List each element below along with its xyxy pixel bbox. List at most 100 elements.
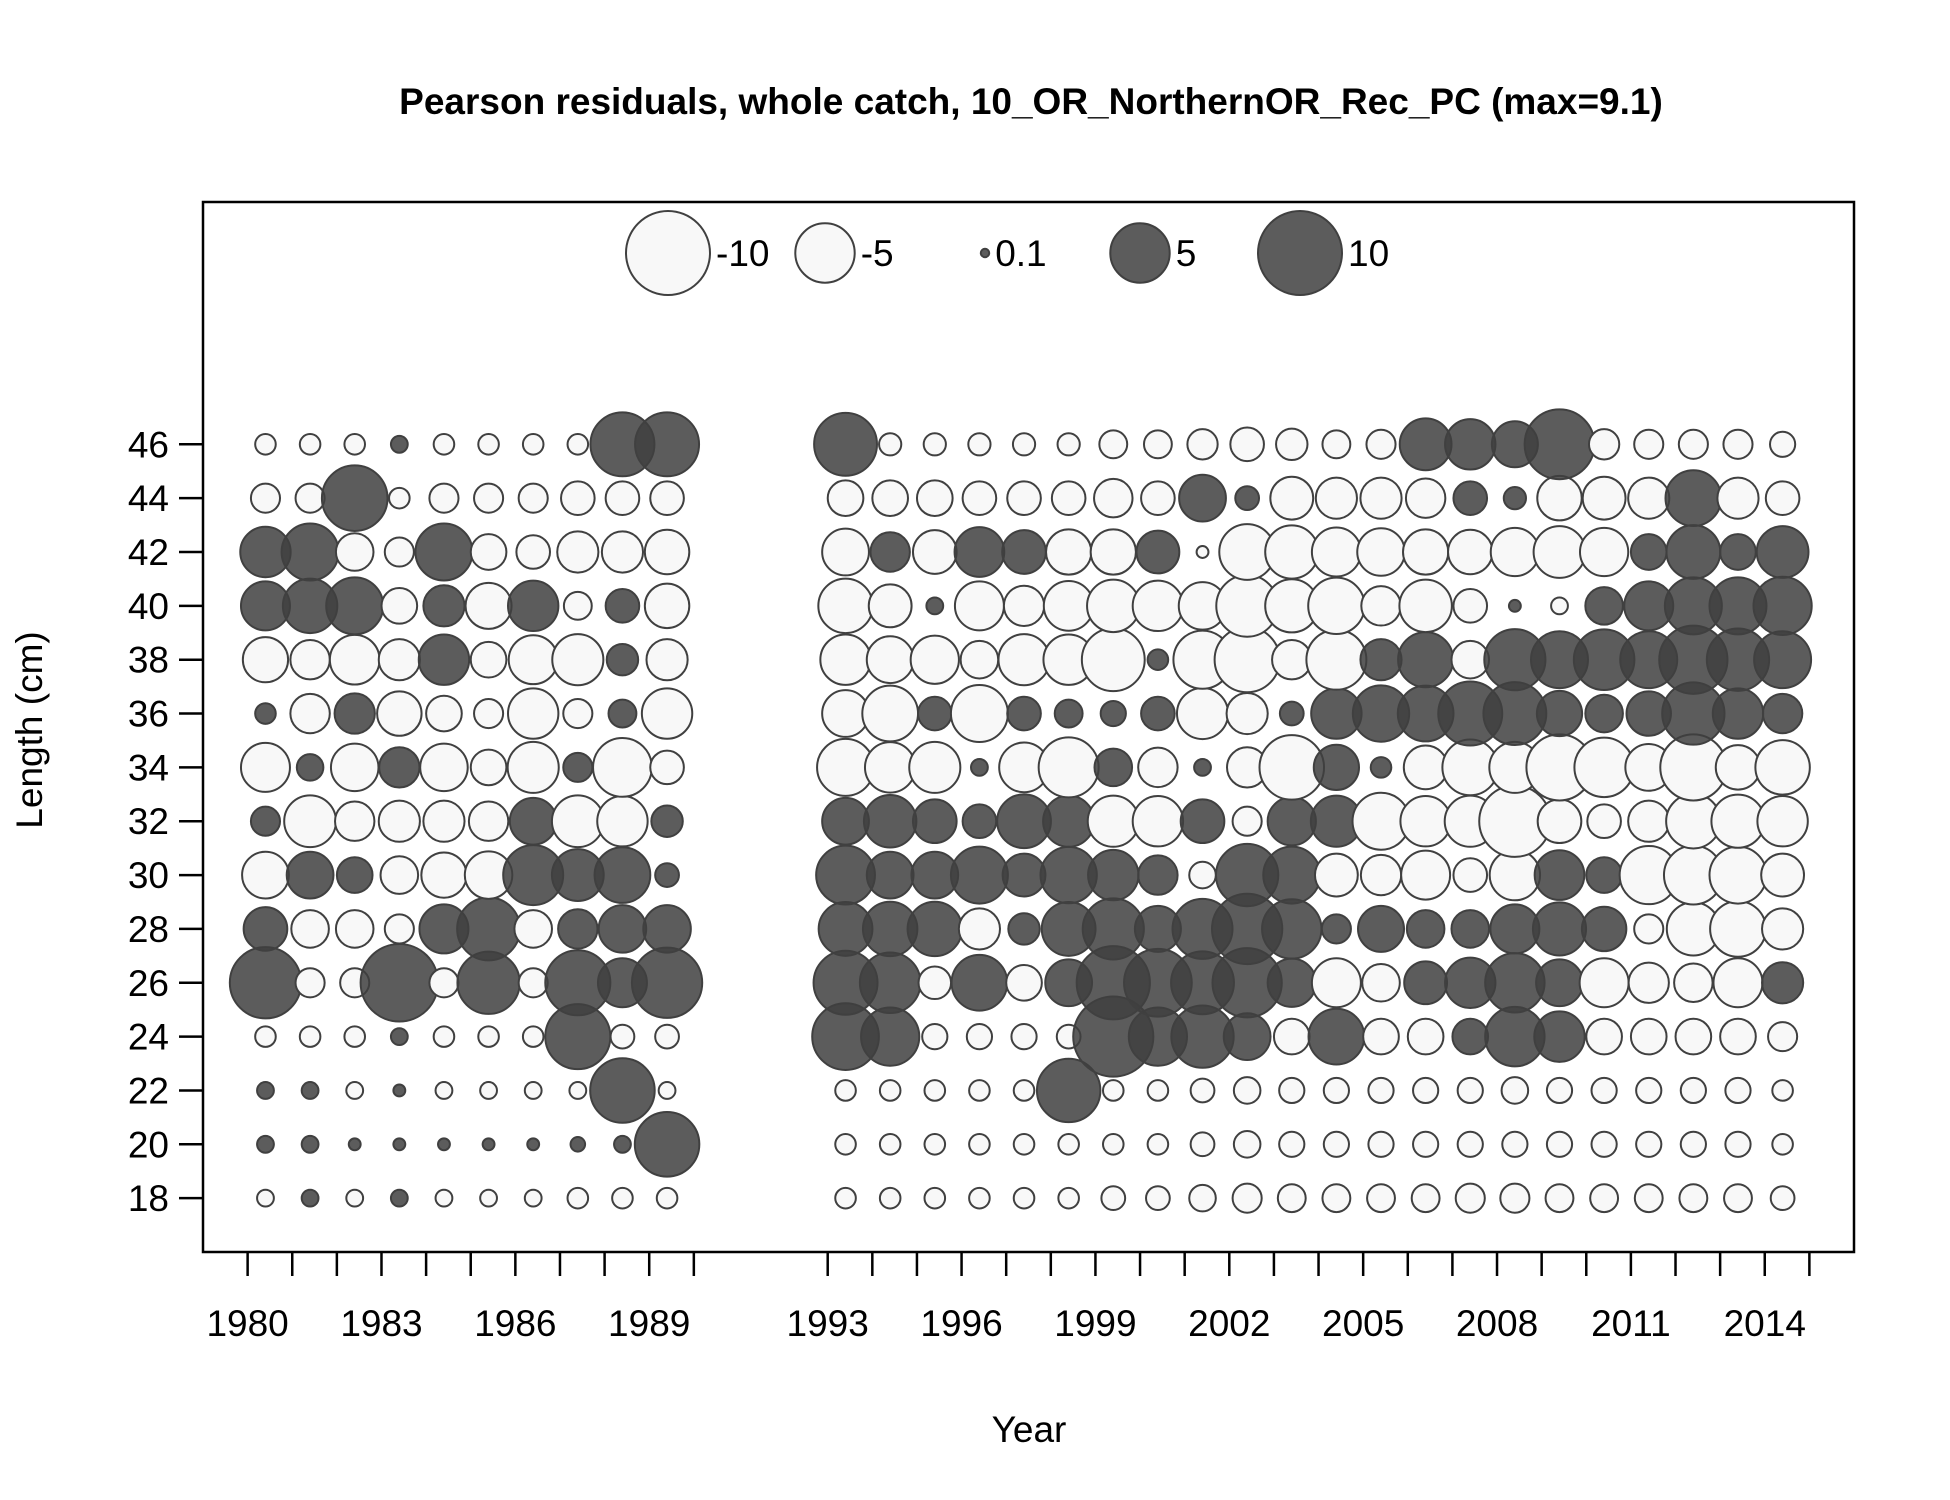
bubble-1995-46 bbox=[922, 432, 947, 457]
bubble-2013-26 bbox=[1712, 957, 1764, 1009]
bubble-1985-36 bbox=[473, 697, 505, 730]
bubble-1984-24 bbox=[432, 1025, 456, 1048]
bubble-1997-46 bbox=[1011, 432, 1037, 457]
bubble-1984-34 bbox=[419, 742, 469, 793]
bubble-1983-18 bbox=[389, 1188, 409, 1208]
bubble-2004-18 bbox=[1321, 1183, 1352, 1214]
bubble-1998-20 bbox=[1057, 1133, 1080, 1156]
bubble-2002-24 bbox=[1222, 1012, 1272, 1061]
plot-frame bbox=[201, 200, 1856, 1254]
bubble-1989-36 bbox=[640, 687, 694, 740]
bubble-2013-18 bbox=[1723, 1183, 1753, 1214]
bubble-2003-42 bbox=[1264, 524, 1320, 580]
bubble-1980-28 bbox=[242, 906, 289, 952]
bubble-1981-20 bbox=[300, 1134, 320, 1154]
bubble-2006-32 bbox=[1399, 795, 1452, 848]
bubble-1999-38 bbox=[1080, 627, 1146, 693]
bubble-2000-40 bbox=[1131, 579, 1185, 633]
bubble-2003-26 bbox=[1266, 957, 1317, 1008]
bubble-2003-20 bbox=[1278, 1130, 1306, 1158]
bubble-1988-32 bbox=[596, 795, 649, 848]
bubble-2000-42 bbox=[1135, 529, 1181, 575]
bubble-1986-38 bbox=[507, 634, 559, 686]
bubble-1997-26 bbox=[1005, 963, 1043, 1002]
bubble-1994-34 bbox=[863, 741, 917, 794]
bubble-1982-28 bbox=[334, 909, 375, 949]
bubble-2014-46 bbox=[1769, 430, 1797, 458]
bubble-1981-24 bbox=[298, 1025, 322, 1048]
bubble-1989-40 bbox=[643, 582, 691, 630]
y-tick-label-34: 34 bbox=[128, 747, 169, 788]
bubble-2002-44 bbox=[1234, 485, 1261, 512]
bubble-1985-24 bbox=[477, 1025, 500, 1048]
bubble-1993-38 bbox=[819, 633, 872, 686]
bubble-1984-46 bbox=[432, 433, 456, 456]
chart-title: Pearson residuals, whole catch, 10_OR_No… bbox=[399, 81, 1663, 122]
bubble-1988-28 bbox=[597, 904, 648, 954]
bubble-2004-40 bbox=[1307, 576, 1366, 636]
bubble-1984-44 bbox=[428, 482, 460, 514]
bubble-2012-46 bbox=[1677, 428, 1709, 460]
bubble-1994-22 bbox=[878, 1079, 902, 1102]
bubble-2005-20 bbox=[1367, 1130, 1395, 1158]
bubble-1981-46 bbox=[298, 433, 322, 456]
bubble-2004-24 bbox=[1307, 1007, 1366, 1066]
bubble-1983-44 bbox=[388, 486, 411, 510]
bubble-1994-30 bbox=[865, 850, 915, 900]
bubble-1983-36 bbox=[376, 690, 423, 737]
bubble-2010-24 bbox=[1585, 1017, 1623, 1056]
bubble-1999-30 bbox=[1087, 848, 1140, 902]
bubble-2014-18 bbox=[1769, 1185, 1796, 1212]
bubble-1982-34 bbox=[329, 742, 380, 793]
bubble-1988-34 bbox=[592, 736, 653, 798]
bubble-1997-38 bbox=[997, 633, 1051, 687]
y-tick-label-44: 44 bbox=[128, 478, 169, 519]
bubble-1985-42 bbox=[469, 533, 508, 571]
x-tick-label-1986: 1986 bbox=[474, 1303, 556, 1344]
bubble-2001-34 bbox=[1193, 757, 1212, 777]
bubble-1988-22 bbox=[589, 1057, 656, 1124]
bubble-1993-18 bbox=[834, 1186, 857, 1210]
bubble-1982-40 bbox=[325, 576, 385, 636]
bubble-1980-38 bbox=[241, 636, 290, 684]
bubble-2007-24 bbox=[1451, 1017, 1490, 1056]
bubble-1997-18 bbox=[1012, 1186, 1036, 1210]
bubble-2000-46 bbox=[1142, 429, 1173, 460]
bubble-2011-20 bbox=[1635, 1130, 1663, 1158]
bubble-2007-46 bbox=[1444, 418, 1497, 471]
bubble-2006-26 bbox=[1403, 960, 1449, 1006]
bubble-1989-22 bbox=[657, 1081, 677, 1100]
bubble-2009-26 bbox=[1535, 958, 1584, 1008]
bubble-2003-32 bbox=[1266, 796, 1317, 847]
bubble-2003-36 bbox=[1278, 700, 1305, 727]
bubble-1985-34 bbox=[469, 748, 508, 787]
bubble-2000-18 bbox=[1145, 1185, 1171, 1212]
bubble-2012-42 bbox=[1665, 524, 1722, 580]
bubble-2005-26 bbox=[1361, 962, 1401, 1003]
bubble-layer bbox=[228, 408, 1813, 1214]
bubble-1999-44 bbox=[1093, 477, 1134, 519]
bubble-1994-24 bbox=[860, 1006, 921, 1067]
bubble-1985-38 bbox=[469, 640, 508, 679]
bubble-1998-34 bbox=[1037, 736, 1100, 799]
y-tick-label-30: 30 bbox=[128, 855, 169, 896]
bubble-1999-32 bbox=[1086, 794, 1140, 848]
legend-label-1: -5 bbox=[861, 233, 894, 274]
y-tick-label-36: 36 bbox=[128, 694, 169, 735]
bubble-2013-46 bbox=[1722, 428, 1754, 460]
bubble-1994-26 bbox=[858, 951, 922, 1015]
bubble-2005-22 bbox=[1367, 1076, 1395, 1105]
bubble-1998-42 bbox=[1045, 528, 1093, 576]
bubble-1989-46 bbox=[634, 411, 701, 478]
bubble-2008-40 bbox=[1507, 598, 1522, 613]
bubble-2004-38 bbox=[1305, 628, 1368, 691]
bubble-1981-44 bbox=[294, 482, 326, 514]
bubble-1985-40 bbox=[464, 581, 513, 630]
bubble-2003-18 bbox=[1276, 1183, 1307, 1214]
legend-label-4: 10 bbox=[1348, 233, 1389, 274]
bubble-1980-34 bbox=[239, 741, 291, 793]
bubble-1998-46 bbox=[1056, 432, 1081, 457]
bubble-1980-44 bbox=[249, 482, 282, 514]
bubble-1995-22 bbox=[923, 1079, 947, 1102]
bubble-2007-40 bbox=[1452, 588, 1489, 624]
